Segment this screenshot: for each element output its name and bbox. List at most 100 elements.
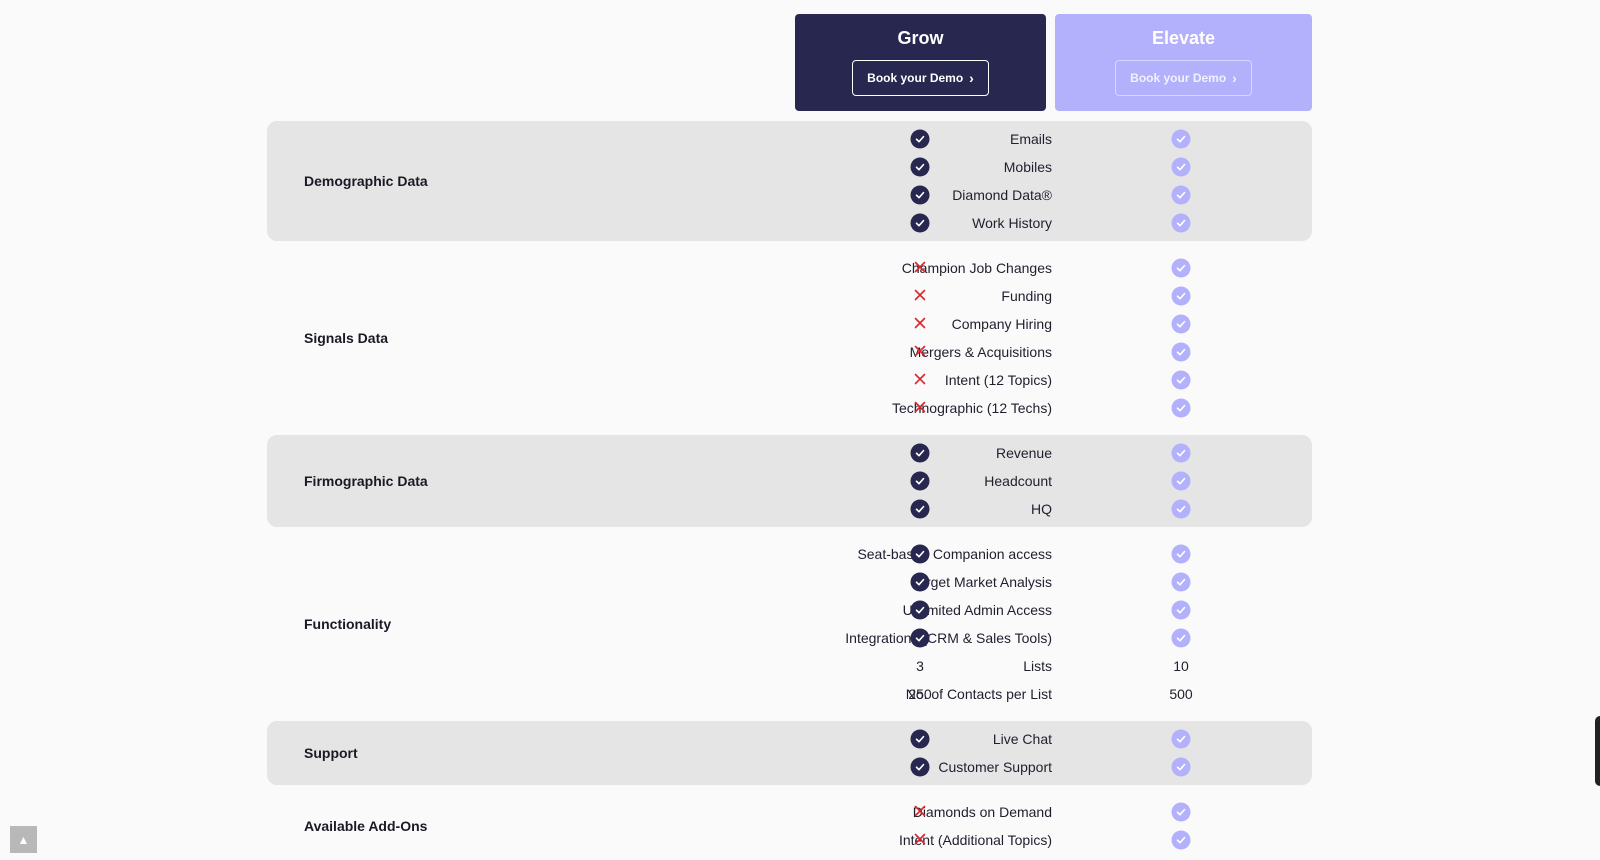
cross-icon <box>914 260 926 276</box>
table-row: Headcount <box>267 467 1312 495</box>
table-row: Technographic (12 Techs) <box>267 394 1312 422</box>
check-circle-icon <box>910 213 930 233</box>
check-circle-icon <box>910 129 930 149</box>
book-demo-button-elevate[interactable]: Book your Demo › <box>1115 60 1252 96</box>
check-circle-icon <box>1171 544 1191 564</box>
table-row: Funding <box>267 282 1312 310</box>
feature-label: Mobiles <box>1003 159 1052 175</box>
chevron-right-icon: › <box>1232 70 1237 86</box>
table-row: Diamond Data® <box>267 181 1312 209</box>
table-row: Seat-based Companion access <box>267 540 1312 568</box>
check-circle-icon <box>1171 572 1191 592</box>
plan-header-grow: Grow Book your Demo › <box>795 14 1046 111</box>
section-support: Support Live Chat Customer Support <box>267 721 1312 785</box>
check-circle-icon <box>1171 628 1191 648</box>
plan-name: Elevate <box>1151 28 1216 48</box>
check-circle-icon <box>910 600 930 620</box>
cross-icon <box>914 804 926 820</box>
check-circle-icon <box>910 729 930 749</box>
section-demographic-data: Demographic Data Emails Mobiles Diamond Dat… <box>267 121 1312 241</box>
check-circle-icon <box>910 544 930 564</box>
cross-icon <box>914 316 926 332</box>
check-circle-icon <box>1171 398 1191 418</box>
feature-label: Live Chat <box>992 731 1052 747</box>
section-title: Functionality <box>304 616 392 632</box>
feature-label: HQ <box>1031 501 1052 517</box>
feature-label: Lists <box>1023 658 1052 674</box>
check-circle-icon <box>1171 258 1191 278</box>
check-circle-icon <box>1171 286 1191 306</box>
side-panel-handle[interactable] <box>1595 716 1600 786</box>
check-circle-icon <box>910 471 930 491</box>
table-row: Target Market Analysis <box>267 568 1312 596</box>
section-title: Support <box>304 745 358 761</box>
section-title: Demographic Data <box>304 173 428 189</box>
feature-label: Company Hiring <box>951 316 1052 332</box>
check-circle-icon <box>910 499 930 519</box>
scroll-to-top-button[interactable]: ▲ <box>10 826 37 853</box>
table-row: Live Chat <box>267 725 1312 753</box>
feature-label: No. of Contacts per List <box>905 686 1052 702</box>
table-row: Unlimited Admin Access <box>267 596 1312 624</box>
table-row: HQ <box>267 495 1312 523</box>
feature-label: Champion Job Changes <box>901 260 1052 276</box>
cross-icon <box>914 288 926 304</box>
check-circle-icon <box>1171 830 1191 850</box>
check-circle-icon <box>1171 499 1191 519</box>
table-row: Customer Support <box>267 753 1312 781</box>
check-circle-icon <box>1171 185 1191 205</box>
table-row: Work History <box>267 209 1312 237</box>
section-title: Firmographic Data <box>304 473 428 489</box>
check-circle-icon <box>1171 342 1191 362</box>
cross-icon <box>914 400 926 416</box>
chevron-up-icon: ▲ <box>17 832 30 847</box>
section-title: Signals Data <box>304 330 389 346</box>
feature-label: Revenue <box>995 445 1052 461</box>
value-cell: 250 <box>908 686 932 702</box>
table-row: Lists 3 10 <box>267 652 1312 680</box>
table-row: Mobiles <box>267 153 1312 181</box>
feature-label: Diamond Data® <box>952 187 1052 203</box>
feature-label: Customer Support <box>938 759 1052 775</box>
feature-label: Technographic (12 Techs) <box>891 400 1052 416</box>
value-cell: 500 <box>1169 686 1193 702</box>
feature-label: Unlimited Admin Access <box>902 602 1052 618</box>
section-firmographic-data: Firmographic Data Revenue Headcount HQ <box>267 435 1312 527</box>
section-signals-data: Signals Data Champion Job Changes Funding C… <box>267 250 1312 426</box>
feature-label: Diamonds on Demand <box>912 804 1052 820</box>
feature-label: Intent (12 Topics) <box>944 372 1052 388</box>
check-circle-icon <box>910 757 930 777</box>
table-row: Diamonds on Demand <box>267 798 1312 826</box>
feature-label: Mergers & Acquisitions <box>909 344 1052 360</box>
check-circle-icon <box>1171 757 1191 777</box>
check-circle-icon <box>910 572 930 592</box>
check-circle-icon <box>910 157 930 177</box>
section-title: Available Add-Ons <box>304 818 428 834</box>
table-row: Integrations (CRM & Sales Tools) <box>267 624 1312 652</box>
plan-name: Grow <box>897 28 944 48</box>
table-row: Revenue <box>267 439 1312 467</box>
book-demo-button-grow[interactable]: Book your Demo › <box>852 60 989 96</box>
feature-label: Intent (Additional Topics) <box>898 832 1052 848</box>
feature-label: Emails <box>1009 131 1052 147</box>
check-circle-icon <box>1171 729 1191 749</box>
feature-label: Seat-based Companion access <box>857 546 1052 562</box>
check-circle-icon <box>1171 600 1191 620</box>
check-circle-icon <box>1171 213 1191 233</box>
cross-icon <box>914 832 926 848</box>
table-row: Intent (Additional Topics) <box>267 826 1312 854</box>
value-cell: 10 <box>1173 658 1189 674</box>
table-row: Intent (12 Topics) <box>267 366 1312 394</box>
book-demo-label: Book your Demo <box>1130 71 1227 85</box>
table-row: No. of Contacts per List 250 500 <box>267 680 1312 708</box>
check-circle-icon <box>1171 443 1191 463</box>
cross-icon <box>914 372 926 388</box>
check-circle-icon <box>910 185 930 205</box>
check-circle-icon <box>1171 802 1191 822</box>
table-row: Champion Job Changes <box>267 254 1312 282</box>
check-circle-icon <box>910 443 930 463</box>
check-circle-icon <box>1171 370 1191 390</box>
check-circle-icon <box>1171 157 1191 177</box>
cross-icon <box>914 344 926 360</box>
check-circle-icon <box>1171 314 1191 334</box>
